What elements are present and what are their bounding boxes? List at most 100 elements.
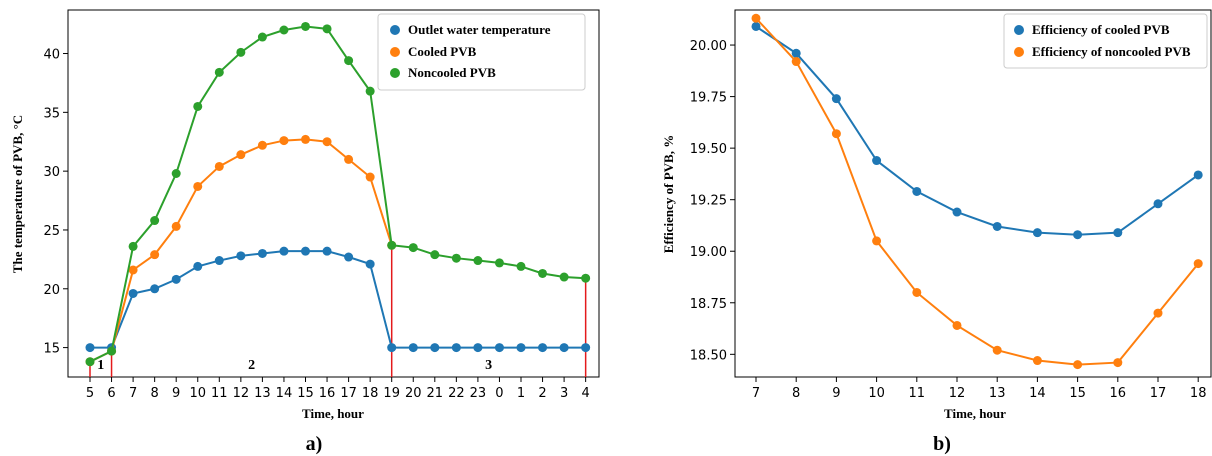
data-point-efficiency-of-cooled-pvb	[872, 156, 882, 166]
data-point-noncooled-pvb	[193, 101, 203, 111]
data-point-cooled-pvb	[193, 181, 203, 191]
data-point-efficiency-of-noncooled-pvb	[751, 13, 761, 23]
data-point-noncooled-pvb	[279, 25, 289, 35]
y-tick-label: 15	[43, 342, 60, 357]
data-point-efficiency-of-cooled-pvb	[1032, 228, 1042, 238]
chart-a-legend-cooled: Cooled PVB	[408, 44, 477, 59]
y-tick-label: 19.75	[690, 91, 727, 106]
chart-b-legend-noncooled: Efficiency of noncooled PVB	[1032, 44, 1191, 59]
data-point-noncooled-pvb	[408, 243, 418, 253]
region-label: 1	[97, 358, 104, 373]
x-tick-label: 6	[107, 386, 115, 401]
chart-a: 5 6 7 8 9 10 11 12 13 14 15 16 17 18 19 20 21 22 23 0 1 2 3 4 1…	[10, 9, 600, 455]
data-point-cooled-pvb	[301, 134, 310, 144]
region-label: 2	[248, 358, 255, 373]
x-tick-label: 3	[560, 386, 568, 401]
chart-a-frame	[67, 9, 600, 378]
x-tick-label: 9	[172, 386, 180, 401]
data-point-outlet-water-temperature	[171, 274, 181, 284]
data-point-efficiency-of-cooled-pvb	[1073, 230, 1083, 240]
data-point-noncooled-pvb	[85, 357, 95, 367]
chart-b-xlabel: Time, hour	[944, 406, 1006, 421]
y-tick-label: 35	[43, 106, 60, 121]
x-tick-label: 12	[233, 386, 250, 401]
x-tick-label: 10	[868, 386, 885, 401]
y-tick-label: 19.50	[690, 142, 727, 157]
data-point-efficiency-of-cooled-pvb	[912, 186, 922, 196]
data-point-cooled-pvb	[279, 136, 289, 146]
data-point-outlet-water-temperature	[451, 343, 461, 353]
x-tick-label: 14	[1029, 386, 1046, 401]
chart-a-legend-outlet: Outlet water temperature	[408, 22, 551, 37]
data-point-efficiency-of-cooled-pvb	[751, 21, 761, 31]
data-point-noncooled-pvb	[387, 240, 397, 250]
data-point-noncooled-pvb	[214, 67, 224, 77]
chart-b-series	[751, 13, 1203, 370]
data-point-noncooled-pvb	[128, 241, 138, 251]
x-tick-label: 23	[470, 386, 487, 401]
data-point-noncooled-pvb	[344, 56, 354, 66]
chart-b-legend-marker-noncooled	[1014, 47, 1024, 57]
data-point-noncooled-pvb	[171, 169, 181, 179]
chart-b-x-axis: 7 8 9 10 11 12 13 14 15 16 17 18	[752, 377, 1207, 401]
data-point-efficiency-of-noncooled-pvb	[872, 236, 882, 246]
data-point-outlet-water-temperature	[408, 343, 418, 353]
x-tick-label: 16	[319, 386, 336, 401]
chart-b-y-axis: 18.50 18.75 19.00 19.25 19.50 19.75 20.00	[690, 39, 735, 363]
x-tick-label: 8	[151, 386, 159, 401]
data-point-outlet-water-temperature	[365, 259, 375, 269]
chart-b-legend: Efficiency of cooled PVB Efficiency of n…	[1003, 13, 1208, 69]
x-tick-label: 2	[538, 386, 546, 401]
data-point-noncooled-pvb	[365, 86, 375, 96]
y-tick-label: 18.50	[690, 348, 727, 363]
chart-a-region-labels: 1 2 3	[97, 358, 492, 373]
data-point-noncooled-pvb	[538, 268, 548, 278]
data-point-efficiency-of-noncooled-pvb	[1032, 356, 1042, 366]
chart-a-y-axis: 15 20 25 30 35 40	[43, 48, 68, 357]
data-point-efficiency-of-noncooled-pvb	[1113, 358, 1123, 368]
data-point-noncooled-pvb	[559, 272, 569, 282]
chart-a-xlabel: Time, hour	[302, 406, 364, 421]
data-point-efficiency-of-cooled-pvb	[1193, 170, 1203, 180]
chart-b-legend-box	[1003, 13, 1208, 69]
data-point-efficiency-of-cooled-pvb	[831, 94, 841, 104]
data-point-cooled-pvb	[171, 221, 181, 231]
x-tick-label: 11	[211, 386, 228, 401]
data-point-efficiency-of-noncooled-pvb	[791, 57, 801, 67]
chart-b-legend-marker-cooled	[1014, 25, 1024, 35]
x-tick-label: 18	[362, 386, 379, 401]
x-tick-label: 8	[792, 386, 800, 401]
data-point-noncooled-pvb	[451, 253, 461, 263]
data-point-noncooled-pvb	[430, 250, 440, 260]
data-point-cooled-pvb	[257, 140, 267, 150]
series-line-efficiency-of-cooled-pvb	[755, 25, 1199, 236]
data-point-efficiency-of-noncooled-pvb	[992, 345, 1002, 355]
data-point-cooled-pvb	[344, 154, 354, 164]
x-tick-label: 12	[949, 386, 966, 401]
data-point-outlet-water-temperature	[301, 246, 310, 256]
chart-a-legend: Outlet water temperature Cooled PVB Nonc…	[377, 13, 586, 91]
data-point-cooled-pvb	[150, 250, 160, 260]
chart-a-legend-noncooled: Noncooled PVB	[408, 65, 496, 80]
data-point-outlet-water-temperature	[214, 256, 224, 266]
chart-a-panel-label: a)	[306, 433, 323, 455]
chart-a-x-axis: 5 6 7 8 9 10 11 12 13 14 15 16 17 18 19 20 21 22 23 0 1 2 3 4	[86, 377, 590, 401]
data-point-outlet-water-temperature	[193, 261, 203, 271]
data-point-noncooled-pvb	[581, 273, 591, 283]
chart-b: 7 8 9 10 11 12 13 14 15 16 17 18 18.50 18.75 19.00 19.…	[661, 9, 1212, 455]
data-point-noncooled-pvb	[473, 256, 483, 266]
x-tick-label: 1	[517, 386, 525, 401]
data-point-outlet-water-temperature	[387, 343, 397, 353]
x-tick-label: 18	[1190, 386, 1207, 401]
chart-a-legend-marker-outlet	[390, 25, 400, 35]
data-point-efficiency-of-noncooled-pvb	[1193, 259, 1203, 269]
x-tick-label: 7	[129, 386, 137, 401]
data-point-cooled-pvb	[322, 137, 332, 147]
data-point-noncooled-pvb	[322, 24, 332, 34]
x-tick-label: 13	[989, 386, 1006, 401]
data-point-cooled-pvb	[236, 150, 246, 160]
x-tick-label: 17	[1150, 386, 1167, 401]
chart-b-frame	[734, 9, 1212, 378]
data-point-outlet-water-temperature	[344, 252, 354, 262]
chart-a-ylabel: The temperature of PVB, °C	[10, 115, 25, 273]
